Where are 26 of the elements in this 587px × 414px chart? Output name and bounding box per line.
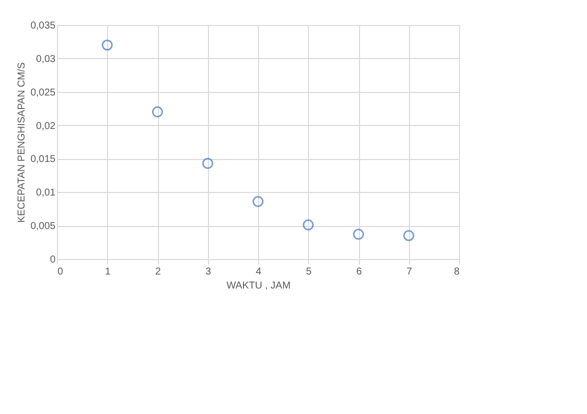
y-tick-label: 0,035 [30, 20, 56, 32]
point [302, 219, 314, 230]
x-tick-label: 3 [205, 266, 212, 278]
y-tick-label: 0,03 [36, 54, 56, 65]
x-tick-label: 6 [356, 266, 362, 278]
point [152, 106, 163, 118]
x-tick-label: 0 [58, 266, 64, 278]
y-tick-label: 0,01 [36, 188, 56, 199]
point [102, 40, 113, 51]
y-tick-label: 0,025 [30, 87, 56, 98]
x-tick-label: 4 [256, 266, 262, 278]
y-tick-label: 0,005 [30, 221, 56, 232]
y-axis-title: KECEPATAN PENGHISAPAN CM/S [16, 62, 28, 223]
y-tick-label: 0 [50, 254, 56, 266]
x-tick-label: 2 [155, 266, 162, 278]
point [403, 230, 414, 242]
point [202, 158, 214, 169]
x-tick-label: 8 [454, 266, 460, 278]
y-tick-label: 0,015 [30, 154, 56, 166]
point [353, 228, 364, 240]
y-tick-label: 0,02 [36, 120, 56, 132]
x-axis-title: WAKTU , JAM [226, 280, 291, 292]
point [252, 196, 264, 207]
x-tick-label: 7 [406, 266, 412, 278]
x-tick-label: 5 [306, 266, 312, 278]
x-tick-label: 1 [104, 266, 111, 278]
